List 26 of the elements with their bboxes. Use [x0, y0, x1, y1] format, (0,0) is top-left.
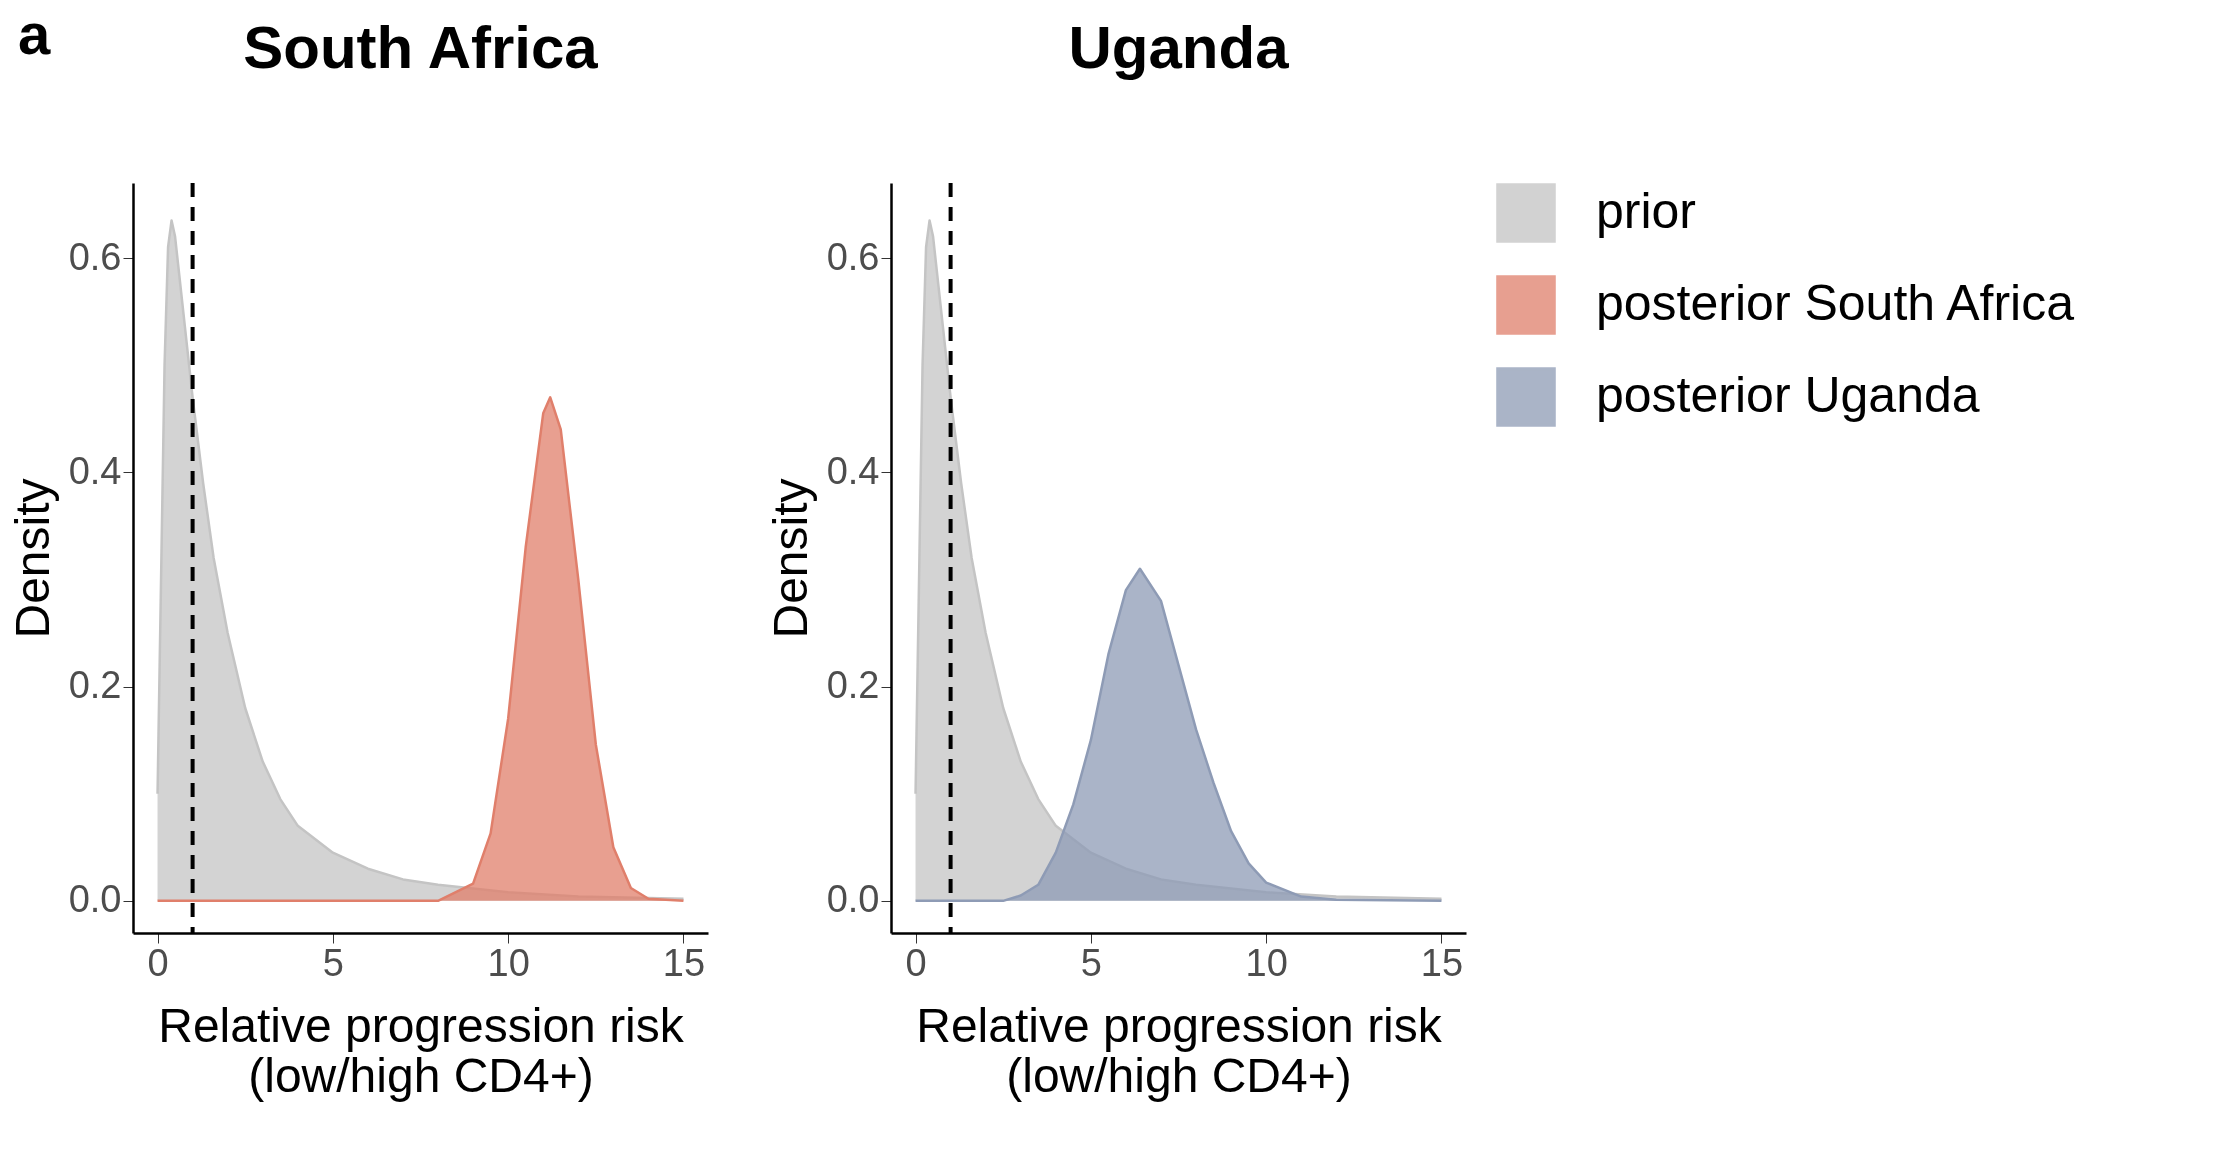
y-axis-title: Density: [5, 478, 59, 639]
chart-title: South Africa: [243, 14, 599, 81]
y-tick-label: 0.6: [826, 235, 880, 278]
x-tick-label: 10: [1245, 941, 1288, 984]
legend-label: posterior Uganda: [1596, 367, 1980, 423]
y-axis-title: Density: [763, 478, 817, 639]
y-tick-label: 0.2: [68, 664, 122, 707]
legend-label: posterior South Africa: [1596, 275, 2075, 331]
y-tick-label: 0.2: [826, 664, 880, 707]
y-tick-label: 0.4: [68, 449, 122, 492]
text: a: [18, 0, 51, 67]
x-axis-title: Relative progression risk (low/high CD4+): [916, 998, 1443, 1102]
y-tick-label: 0.0: [68, 878, 122, 921]
x-tick-label: 15: [662, 941, 706, 984]
x-axis-title: Relative progression risk (low/high CD4+): [158, 998, 685, 1102]
legend-label: prior: [1596, 183, 1697, 239]
y-tick-label: 0.6: [68, 235, 122, 278]
x-tick-label: 15: [1420, 941, 1464, 984]
y-tick-label: 0.4: [826, 449, 880, 492]
chart-title: Uganda: [1068, 14, 1290, 81]
x-tick-label: 0: [147, 941, 169, 984]
x-tick-label: 10: [487, 941, 530, 984]
y-tick-label: 0.0: [826, 878, 880, 921]
x-tick-label: 0: [905, 941, 927, 984]
x-tick-label: 5: [1080, 941, 1102, 984]
x-tick-label: 5: [322, 941, 344, 984]
